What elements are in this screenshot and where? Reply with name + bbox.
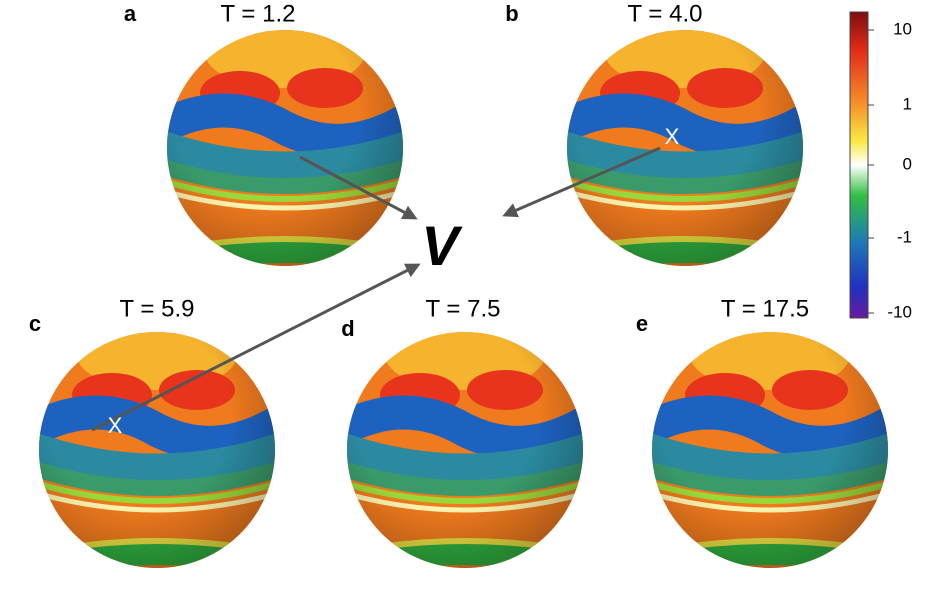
panel-title: T = 17.5 <box>721 295 809 322</box>
marker: X <box>108 413 123 438</box>
sphere <box>160 18 410 268</box>
colorbar-tick-label: 0 <box>903 154 912 173</box>
panel-title: T = 5.9 <box>120 295 195 322</box>
panel-label: e <box>636 311 648 336</box>
colorbar-tick-label: -1 <box>897 227 912 246</box>
marker: X <box>665 124 680 149</box>
sphere <box>560 18 810 268</box>
panel-title: T = 7.5 <box>426 295 501 322</box>
arrow <box>91 263 421 432</box>
panel-label: b <box>505 1 518 26</box>
colorbar-tick-label: -10 <box>887 302 912 321</box>
panel-label: c <box>29 311 41 336</box>
arrow <box>299 155 418 220</box>
center-label: V <box>421 214 463 277</box>
panel-label: d <box>341 316 354 341</box>
colorbar-tick-label: 10 <box>893 19 912 38</box>
arrow <box>502 146 661 218</box>
sphere <box>340 320 590 570</box>
sphere <box>32 320 282 570</box>
colorbar-tick-label: 1 <box>903 94 912 113</box>
sphere <box>645 320 895 570</box>
panel-title: T = 4.0 <box>628 0 703 27</box>
panel-label: a <box>124 1 137 26</box>
panel-title: T = 1.2 <box>221 0 296 27</box>
colorbar <box>849 11 869 319</box>
